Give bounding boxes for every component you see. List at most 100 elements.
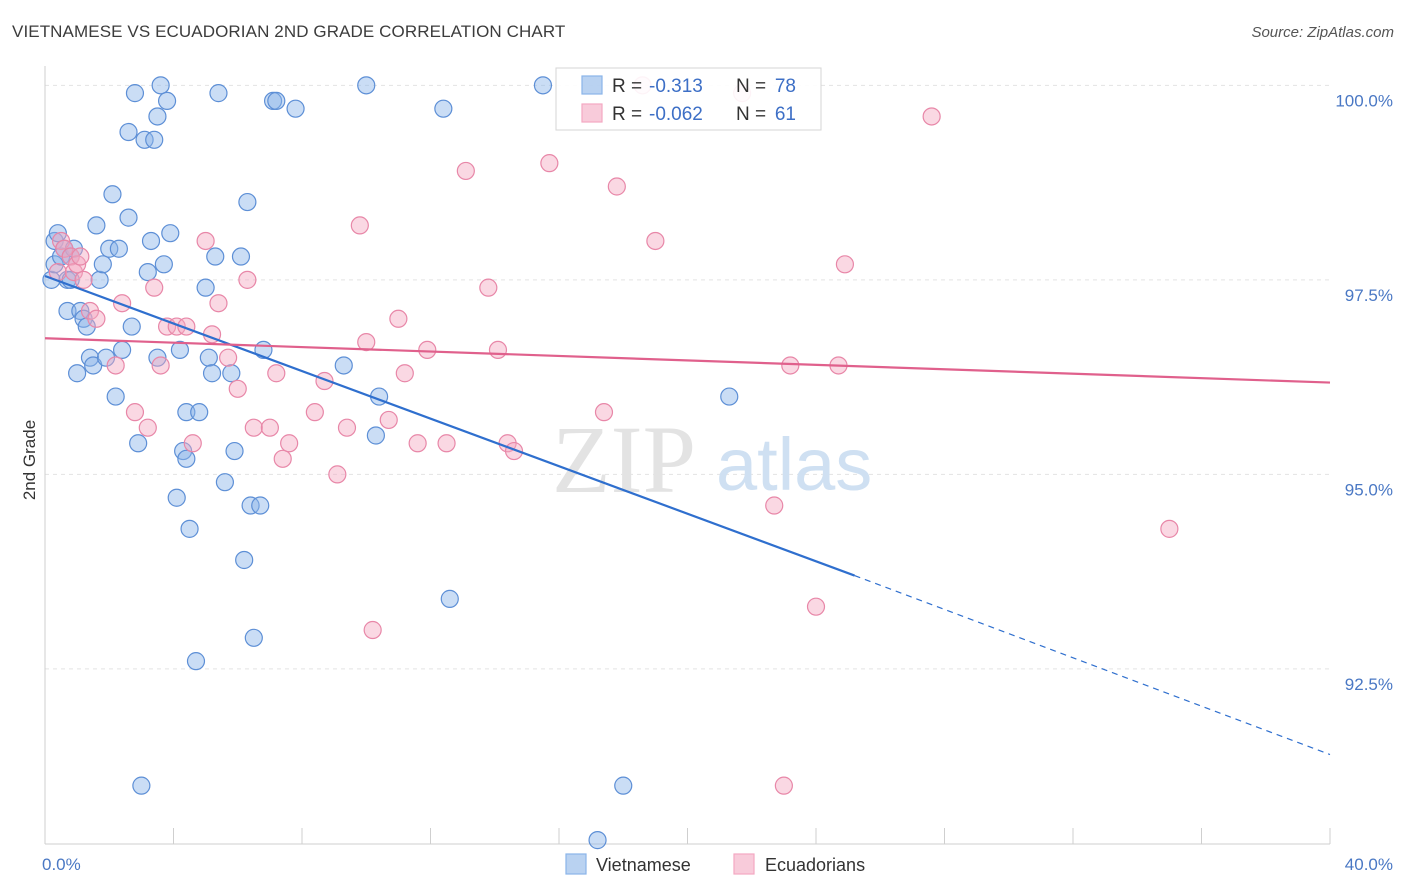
x-tick-labels: 0.0% 40.0%	[42, 855, 1393, 874]
data-point	[132, 776, 151, 795]
data-point	[334, 356, 353, 375]
data-point	[350, 216, 369, 235]
watermark: ZIP atlas	[552, 406, 872, 513]
data-point	[106, 356, 125, 375]
data-point	[100, 239, 119, 258]
data-point	[235, 550, 254, 570]
data-point	[225, 441, 244, 461]
axes	[44, 66, 1331, 845]
data-point	[125, 84, 145, 103]
x-tick-label: 0.0%	[42, 855, 81, 874]
data-point	[646, 231, 665, 251]
y-tick-label: 100.0%	[1335, 91, 1393, 110]
trend-line-ecuadorians	[44, 337, 1331, 384]
data-point	[177, 403, 196, 422]
data-point	[267, 91, 286, 111]
data-point	[231, 247, 251, 266]
trend-lines	[44, 274, 1331, 756]
data-point	[765, 496, 784, 515]
data-point	[251, 496, 270, 515]
data-point	[119, 208, 138, 227]
data-point	[112, 340, 132, 360]
legend-swatch	[581, 103, 603, 123]
y-tick-labels: 100.0% 97.5% 95.0% 92.5%	[1335, 91, 1393, 694]
legend-r-label: R =	[612, 104, 642, 125]
bottom-legend-label: Ecuadorians	[765, 855, 865, 875]
data-point	[607, 177, 626, 196]
data-point	[305, 403, 324, 422]
data-point	[456, 161, 475, 181]
data-point	[119, 122, 138, 142]
data-point	[183, 434, 202, 453]
data-point	[196, 231, 215, 251]
data-point	[106, 387, 125, 406]
data-point	[68, 364, 87, 383]
data-point	[138, 262, 157, 282]
bottom-legend-swatch	[565, 853, 587, 875]
data-point	[238, 192, 257, 212]
legend-r-value: -0.313	[649, 76, 703, 97]
legend-r-value: -0.062	[649, 104, 703, 125]
data-point	[806, 597, 826, 616]
data-point	[260, 418, 279, 437]
data-point	[58, 301, 77, 321]
data-point	[77, 317, 96, 336]
data-point	[96, 348, 116, 367]
data-point	[170, 340, 190, 360]
data-point	[614, 776, 633, 795]
data-point	[209, 84, 228, 103]
legend-n-value: 78	[775, 76, 796, 97]
data-point	[167, 488, 186, 507]
data-point	[93, 255, 112, 274]
data-point	[161, 224, 180, 243]
data-point	[129, 434, 148, 453]
data-point	[588, 831, 607, 850]
data-point	[74, 270, 93, 289]
x-tick-label: 40.0%	[1345, 855, 1393, 874]
data-point	[479, 278, 498, 297]
data-point	[440, 589, 459, 608]
data-point	[238, 270, 257, 289]
data-point	[922, 107, 941, 126]
trend-line-vietnamese	[44, 274, 855, 577]
data-point	[157, 91, 177, 111]
data-point	[228, 379, 247, 398]
data-point	[437, 434, 456, 453]
data-point	[87, 216, 106, 235]
data-point	[244, 628, 263, 647]
data-point	[408, 434, 427, 453]
watermark-zip: ZIP	[552, 406, 696, 513]
data-point	[379, 410, 398, 430]
data-point	[215, 473, 234, 492]
data-point	[395, 364, 414, 383]
data-point	[199, 348, 218, 367]
data-point	[244, 418, 263, 437]
data-point	[141, 231, 161, 251]
data-point	[328, 465, 347, 484]
legend-r-label: R =	[612, 76, 642, 97]
data-point	[112, 294, 132, 313]
data-point	[87, 309, 106, 328]
trend-line-extension	[854, 574, 1331, 756]
bottom-legend-label: Vietnamese	[596, 855, 691, 875]
data-point	[180, 519, 199, 538]
data-point	[488, 340, 508, 360]
data-point	[357, 333, 376, 352]
data-point	[90, 270, 109, 289]
data-point	[533, 76, 553, 95]
y-tick-label: 95.0%	[1345, 480, 1393, 499]
data-point	[222, 364, 241, 383]
data-point	[366, 426, 385, 445]
data-point	[273, 449, 292, 468]
legend-n-value: 61	[775, 104, 796, 125]
data-point	[720, 387, 739, 406]
data-point	[196, 278, 215, 297]
data-point	[267, 364, 286, 383]
data-point	[206, 247, 225, 266]
data-point	[835, 255, 855, 274]
bottom-legend-swatch	[733, 853, 755, 875]
data-point	[103, 185, 122, 204]
data-point	[363, 620, 382, 640]
legend-box: R = -0.313 N = 78 R = -0.062 N = 61	[555, 67, 822, 131]
